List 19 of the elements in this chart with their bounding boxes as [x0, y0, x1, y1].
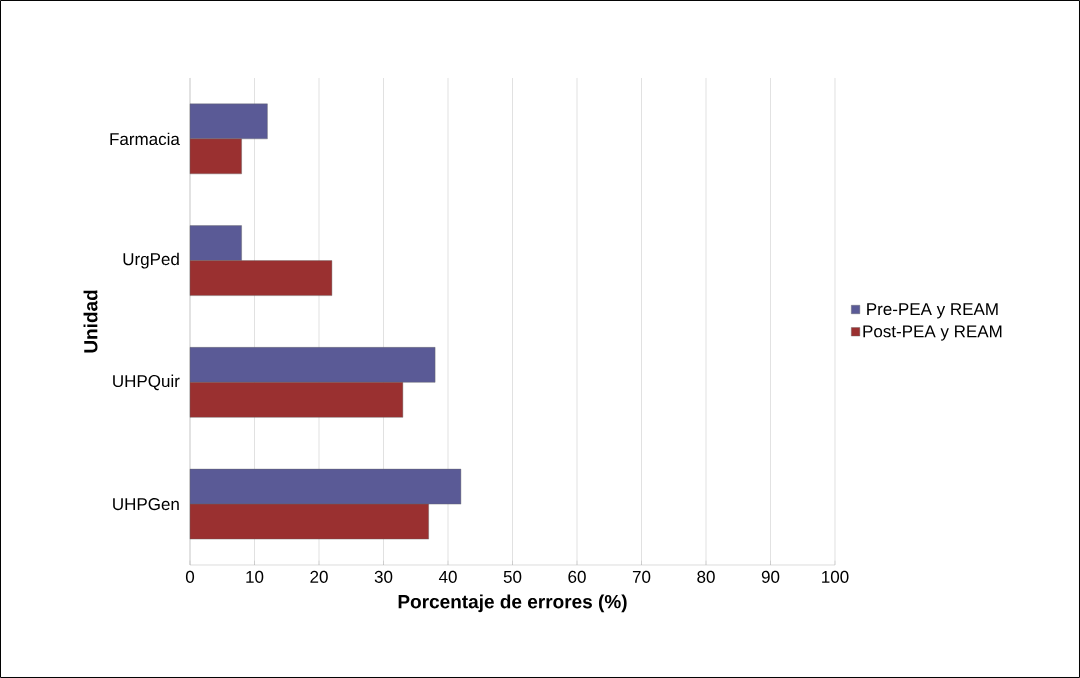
y-tick-label: UrgPed: [123, 252, 179, 269]
x-tick-label: 70: [632, 570, 651, 583]
y-axis-title: Unidad: [83, 290, 98, 353]
x-tick-label: 100: [822, 570, 849, 583]
legend-label: Pre-PEA y REAM: [867, 303, 998, 319]
x-tick-label: 60: [568, 570, 586, 583]
y-tick-label: UHPQuir: [113, 374, 180, 391]
x-tick-label: 10: [246, 570, 264, 583]
x-tick-label: 90: [761, 570, 780, 583]
x-tick-label: 40: [438, 570, 457, 583]
x-tick-label: 80: [697, 570, 715, 583]
x-tick-label: 50: [503, 570, 522, 583]
x-tick-label: 30: [374, 570, 393, 583]
legend-label: Post-PEA y REAM: [863, 325, 1002, 341]
x-axis-title: Porcentaje de errores (%): [398, 594, 627, 613]
x-tick-label: 0: [185, 570, 195, 583]
x-tick-label: 20: [310, 570, 328, 583]
y-tick-label: UHPGen: [113, 498, 179, 511]
y-tick-label: Farmacia: [110, 132, 180, 146]
